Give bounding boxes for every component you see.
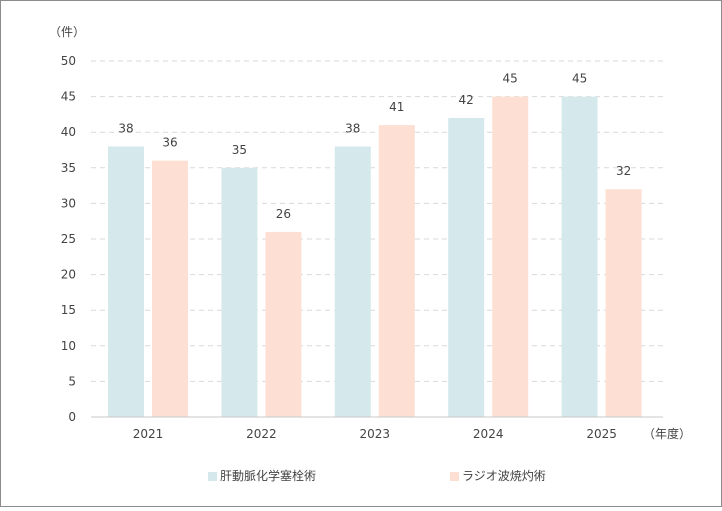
bar-2023-series-1: [334, 146, 371, 417]
data-label: 32: [616, 164, 631, 178]
y-axis-ticks: 0 5 10 15 20 25 30 35 40 45 50: [61, 54, 76, 424]
bar-2024-series-2: [492, 96, 529, 417]
bars: [108, 96, 642, 418]
x-tick-label: 2024: [473, 427, 504, 441]
data-label: 35: [232, 143, 247, 157]
y-axis-unit: （件）: [49, 25, 85, 39]
y-tick-label: 20: [61, 268, 76, 282]
y-tick-label: 45: [61, 90, 76, 104]
data-label: 45: [572, 72, 587, 86]
bar-2024-series-1: [448, 117, 485, 418]
y-tick-label: 0: [68, 410, 76, 424]
x-tick-label: 2021: [133, 427, 164, 441]
data-label: 42: [459, 93, 474, 107]
data-label: 41: [389, 100, 404, 114]
y-tick-label: 35: [61, 161, 76, 175]
legend-label: ラジオ波焼灼術: [462, 468, 546, 483]
data-label: 36: [162, 136, 177, 150]
bar-2025-series-2: [605, 189, 642, 417]
data-labels: 38 36 35 26 38 41 42 45 45 32: [118, 72, 631, 221]
data-label: 38: [118, 121, 133, 135]
data-label: 26: [276, 207, 291, 221]
bar-2021-series-1: [108, 146, 144, 417]
y-tick-label: 10: [61, 339, 76, 353]
y-tick-label: 5: [68, 374, 76, 388]
legend-label: 肝動脈化学塞栓術: [220, 468, 316, 483]
y-tick-label: 30: [61, 196, 76, 210]
y-tick-label: 50: [61, 54, 76, 68]
bar-2022-series-1: [221, 167, 258, 417]
bar-2022-series-2: [265, 231, 302, 417]
bar-2025-series-1: [561, 96, 598, 417]
data-label: 45: [503, 72, 518, 86]
bar-2023-series-2: [378, 125, 415, 417]
data-label: 38: [345, 121, 360, 135]
x-tick-label: 2023: [360, 427, 391, 441]
y-tick-label: 25: [61, 232, 76, 246]
y-tick-label: 40: [61, 125, 76, 139]
legend-swatch: [450, 472, 459, 481]
x-axis-ticks: 2021 2022 2023 2024 2025: [133, 427, 617, 441]
y-tick-label: 15: [61, 303, 76, 317]
x-axis-unit: （年度）: [643, 426, 691, 441]
x-tick-label: 2025: [586, 427, 617, 441]
bar-2021-series-2: [152, 160, 188, 417]
legend-swatch: [208, 472, 217, 481]
x-tick-label: 2022: [246, 427, 277, 441]
legend: 肝動脈化学塞栓術 ラジオ波焼灼術: [208, 468, 546, 483]
